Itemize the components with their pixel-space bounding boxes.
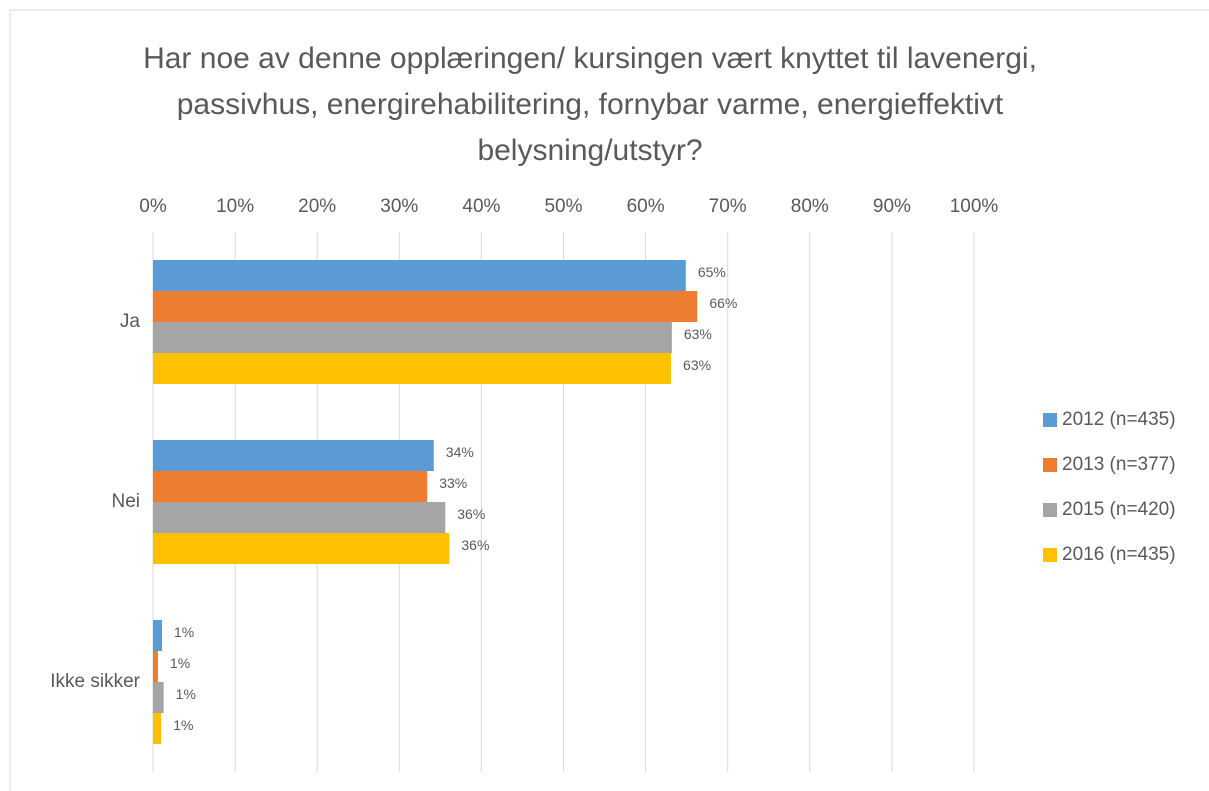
x-tick-label: 60% <box>627 196 665 217</box>
legend-label: 2012 (n=435) <box>1062 409 1176 430</box>
data-label: 1% <box>170 655 190 671</box>
bar <box>153 322 672 353</box>
chart-border <box>9 9 1209 791</box>
data-label: 63% <box>684 326 712 342</box>
data-label: 34% <box>446 444 474 460</box>
legend-swatch <box>1043 458 1057 472</box>
data-label: 36% <box>457 506 485 522</box>
x-tick-label: 100% <box>950 196 999 217</box>
legend-label: 2013 (n=377) <box>1062 454 1176 475</box>
x-tick-label: 90% <box>873 196 911 217</box>
category-label: Ikke sikker <box>50 671 140 692</box>
x-tick-label: 10% <box>216 196 254 217</box>
data-label: 66% <box>709 295 737 311</box>
data-label: 63% <box>683 357 711 373</box>
bar <box>153 533 450 564</box>
data-label: 1% <box>176 686 196 702</box>
legend-swatch <box>1043 413 1057 427</box>
x-tick-label: 40% <box>462 196 500 217</box>
bar <box>153 502 446 533</box>
bar <box>153 713 162 744</box>
bar <box>153 353 672 384</box>
x-tick-label: 80% <box>791 196 829 217</box>
bar <box>153 440 434 471</box>
chart-title: Har noe av denne opplæringen/ kursingen … <box>143 42 1037 167</box>
category-label: Ja <box>120 311 141 332</box>
legend-label: 2016 (n=435) <box>1062 544 1176 565</box>
x-tick-label: 50% <box>544 196 582 217</box>
x-tick-label: 70% <box>709 196 747 217</box>
data-label: 33% <box>439 475 467 491</box>
legend-swatch <box>1043 548 1057 562</box>
bar <box>153 291 698 322</box>
data-label: 1% <box>174 624 194 640</box>
x-tick-label: 0% <box>139 196 167 217</box>
bar <box>153 620 163 651</box>
x-tick-label: 30% <box>380 196 418 217</box>
bar <box>153 651 158 682</box>
data-label: 1% <box>173 717 193 733</box>
data-label: 36% <box>461 537 489 553</box>
category-label: Nei <box>111 491 140 512</box>
data-label: 65% <box>698 264 726 280</box>
legend-swatch <box>1043 503 1057 517</box>
bar <box>153 471 428 502</box>
legend-label: 2015 (n=420) <box>1062 499 1176 520</box>
bar <box>153 260 686 291</box>
x-tick-label: 20% <box>298 196 336 217</box>
bar <box>153 682 164 713</box>
